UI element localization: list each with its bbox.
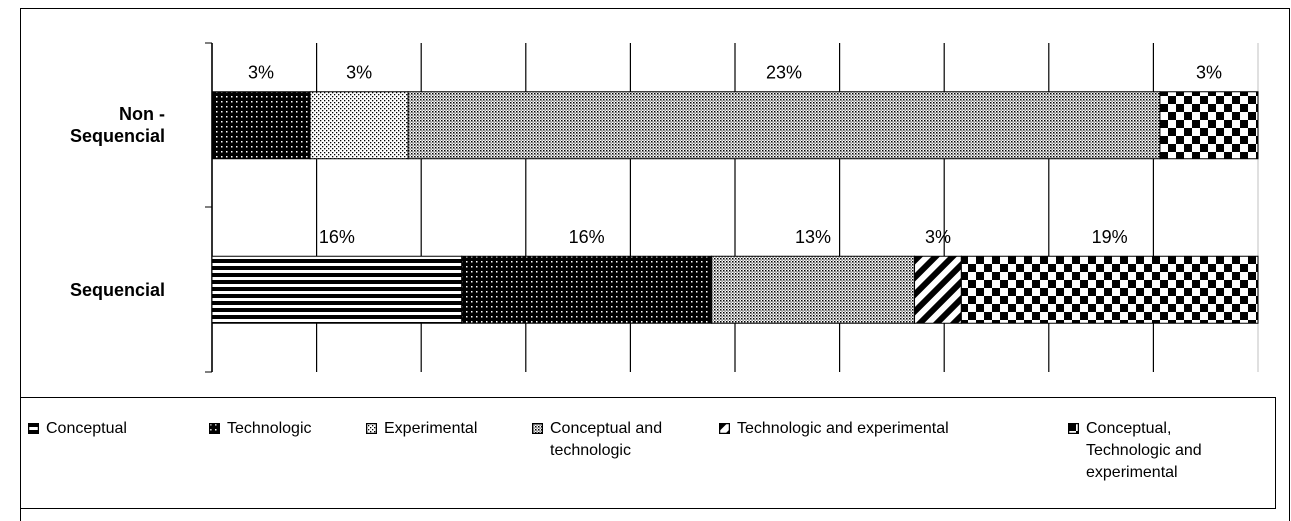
data-label: 16% — [319, 227, 355, 247]
legend-label: Experimental — [384, 420, 478, 437]
bar-segment — [309, 91, 409, 160]
legend-swatch-fill — [532, 423, 543, 434]
legend-item: Experimental — [366, 418, 516, 440]
legend-label: Conceptual and technologic — [550, 420, 663, 459]
data-label: 19% — [1092, 227, 1128, 247]
data-label: 3% — [248, 63, 274, 83]
y-tick-label: Sequencial — [69, 279, 165, 300]
legend-item: Technologic — [209, 418, 349, 440]
data-label: 3% — [1196, 63, 1222, 83]
bar-segment — [711, 255, 916, 324]
legend-swatch — [532, 423, 543, 434]
chart-frame — [20, 8, 1290, 521]
legend-swatch — [1068, 423, 1079, 434]
legend-item: Technologic and experimental — [719, 418, 1049, 440]
legend-label: Conceptual, Technologic and experimental — [1086, 420, 1202, 481]
legend-swatch-fill — [1068, 423, 1079, 434]
legend-swatch-fill — [28, 423, 39, 434]
legend-swatch — [366, 423, 377, 434]
legend-item: Conceptual, Technologic and experimental — [1068, 418, 1228, 484]
legend-swatch — [209, 423, 220, 434]
data-label: 23% — [766, 63, 802, 83]
y-tick-label: Non - Sequencial — [69, 104, 165, 147]
bar-segment — [407, 91, 1161, 160]
legend-swatch — [719, 423, 730, 434]
bar-segment — [960, 255, 1259, 324]
legend-label: Technologic — [227, 420, 312, 437]
bar-segment — [211, 91, 311, 160]
legend-swatch — [28, 423, 39, 434]
data-label: 3% — [346, 63, 372, 83]
bar-segment — [1159, 91, 1259, 160]
legend-item: Conceptual and technologic — [532, 418, 702, 462]
bar-segment — [211, 255, 463, 324]
bar-segment — [914, 255, 962, 324]
data-label: 16% — [569, 227, 605, 247]
legend-label: Conceptual — [46, 420, 127, 437]
legend-swatch-fill — [209, 423, 220, 434]
legend-label: Technologic and experimental — [737, 420, 949, 437]
data-label: 3% — [925, 227, 951, 247]
legend-swatch-fill — [719, 423, 730, 434]
legend: Conceptual Technologic Experimental Concept… — [20, 397, 1276, 509]
legend-swatch-fill — [366, 423, 377, 434]
legend-item: Conceptual — [28, 418, 188, 440]
data-label: 13% — [795, 227, 831, 247]
bar-segment — [461, 255, 713, 324]
